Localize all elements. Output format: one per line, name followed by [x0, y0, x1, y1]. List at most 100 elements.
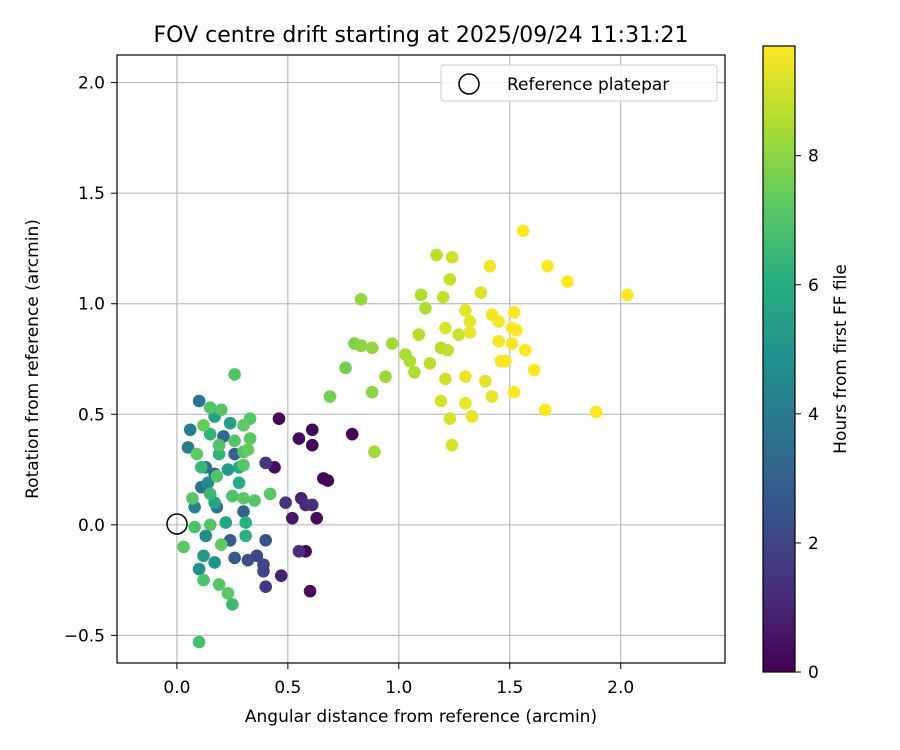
data-point	[339, 361, 352, 375]
data-point	[203, 427, 217, 441]
data-point	[192, 562, 206, 576]
data-point	[239, 529, 253, 543]
colorbar-tick-label: 6	[808, 276, 819, 296]
data-point	[305, 498, 319, 512]
data-point	[445, 250, 459, 264]
data-point	[452, 328, 466, 341]
data-point	[183, 423, 197, 437]
data-point	[354, 339, 368, 353]
y-tick-label: 2.0	[78, 74, 105, 94]
data-point	[492, 315, 505, 328]
data-point	[365, 385, 379, 399]
x-axis-ticks: 0.0 0.5 1.0 1.5 2.0	[163, 663, 634, 698]
data-point	[272, 412, 286, 425]
data-point	[323, 390, 337, 403]
data-point	[292, 432, 306, 445]
data-point	[199, 529, 213, 543]
data-point	[239, 516, 253, 529]
data-point	[310, 511, 324, 525]
data-point	[237, 505, 250, 518]
data-point	[192, 394, 206, 408]
data-point	[212, 438, 226, 452]
x-tick-label: 0.5	[274, 678, 301, 698]
colorbar-tick-label: 4	[808, 405, 819, 425]
data-point	[243, 432, 257, 445]
data-point	[621, 288, 634, 302]
legend-box	[440, 64, 718, 102]
data-point	[210, 469, 224, 483]
data-point	[259, 580, 272, 594]
data-point	[474, 286, 488, 299]
colorbar-gradient	[762, 45, 796, 673]
data-point	[354, 293, 368, 306]
data-point	[212, 447, 226, 461]
data-point	[463, 326, 477, 339]
data-point	[459, 396, 472, 410]
data-point	[465, 410, 479, 423]
data-point	[589, 405, 603, 419]
y-tick-label: −0.5	[64, 626, 105, 646]
data-point	[241, 553, 255, 567]
data-point	[459, 370, 472, 383]
data-point	[365, 341, 379, 355]
data-point	[274, 569, 288, 582]
data-point	[379, 370, 392, 383]
legend: Reference platepar	[440, 64, 718, 102]
x-tick-label: 2.0	[607, 678, 634, 698]
data-point	[292, 545, 306, 558]
data-point	[305, 423, 319, 437]
data-point	[436, 290, 450, 304]
data-point	[303, 584, 317, 598]
data-point	[439, 372, 452, 386]
colorbar-tick-label: 0	[808, 663, 819, 683]
data-point	[345, 427, 359, 441]
data-point	[485, 390, 499, 403]
data-point	[259, 533, 272, 547]
data-point	[219, 516, 233, 529]
y-axis-label: Rotation from reference (arcmin)	[23, 219, 43, 499]
data-point	[237, 419, 250, 432]
data-point	[527, 363, 541, 377]
data-point	[228, 551, 241, 565]
data-point	[368, 445, 381, 459]
data-point	[214, 403, 228, 417]
data-point	[214, 538, 228, 552]
data-point	[232, 476, 246, 490]
data-point	[305, 438, 319, 452]
legend-label: Reference platepar	[507, 75, 669, 95]
data-point	[408, 365, 421, 379]
colorbar-label: Hours from first FF file	[831, 264, 851, 454]
data-point	[237, 458, 250, 472]
data-point	[221, 587, 235, 600]
data-point	[285, 511, 299, 525]
x-axis-label: Angular distance from reference (arcmin)	[245, 707, 597, 727]
data-point	[188, 520, 201, 534]
data-point	[321, 474, 335, 487]
data-point	[463, 315, 477, 328]
data-point	[479, 374, 492, 388]
data-point	[263, 487, 277, 501]
data-point	[385, 337, 399, 350]
data-point	[203, 518, 217, 532]
y-tick-label: 0.0	[78, 516, 105, 536]
data-point	[499, 354, 512, 368]
data-point	[237, 491, 250, 505]
plot-frame	[116, 54, 726, 664]
data-point	[412, 328, 426, 341]
data-point	[510, 323, 523, 337]
data-point	[226, 489, 239, 503]
data-point	[459, 304, 472, 317]
data-point	[257, 564, 270, 578]
data-point	[441, 343, 454, 357]
data-point	[443, 273, 457, 286]
y-tick-label: 0.5	[78, 405, 105, 425]
data-point	[197, 573, 210, 587]
data-point	[492, 335, 505, 348]
data-point	[203, 401, 217, 414]
colorbar-ticks: 0 2 4 6 8	[795, 147, 819, 683]
data-point	[197, 419, 210, 432]
data-point	[221, 463, 235, 476]
x-tick-label: 1.5	[496, 678, 523, 698]
data-point	[505, 337, 519, 350]
